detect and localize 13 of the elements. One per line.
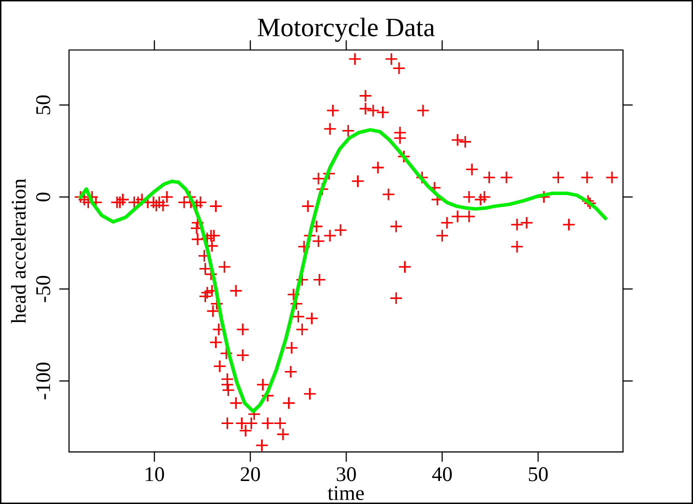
x-axis-title: time [328, 486, 364, 500]
y-tick-label: 50 [36, 95, 50, 114]
x-tick-label: 30 [336, 467, 356, 482]
x-tick-label: 20 [240, 467, 260, 482]
x-tick-label: 40 [432, 467, 452, 482]
x-tick-label: 10 [146, 467, 164, 482]
chart-title: Motorcycle Data [258, 18, 435, 42]
y-tick-label: 0 [36, 192, 50, 202]
x-tick-label: 50 [528, 467, 548, 482]
line-series [78, 128, 607, 414]
y-tick-label: -50 [36, 276, 50, 302]
y-axis-title: head acceleration [11, 178, 26, 324]
y-tick-label: -100 [36, 362, 50, 400]
